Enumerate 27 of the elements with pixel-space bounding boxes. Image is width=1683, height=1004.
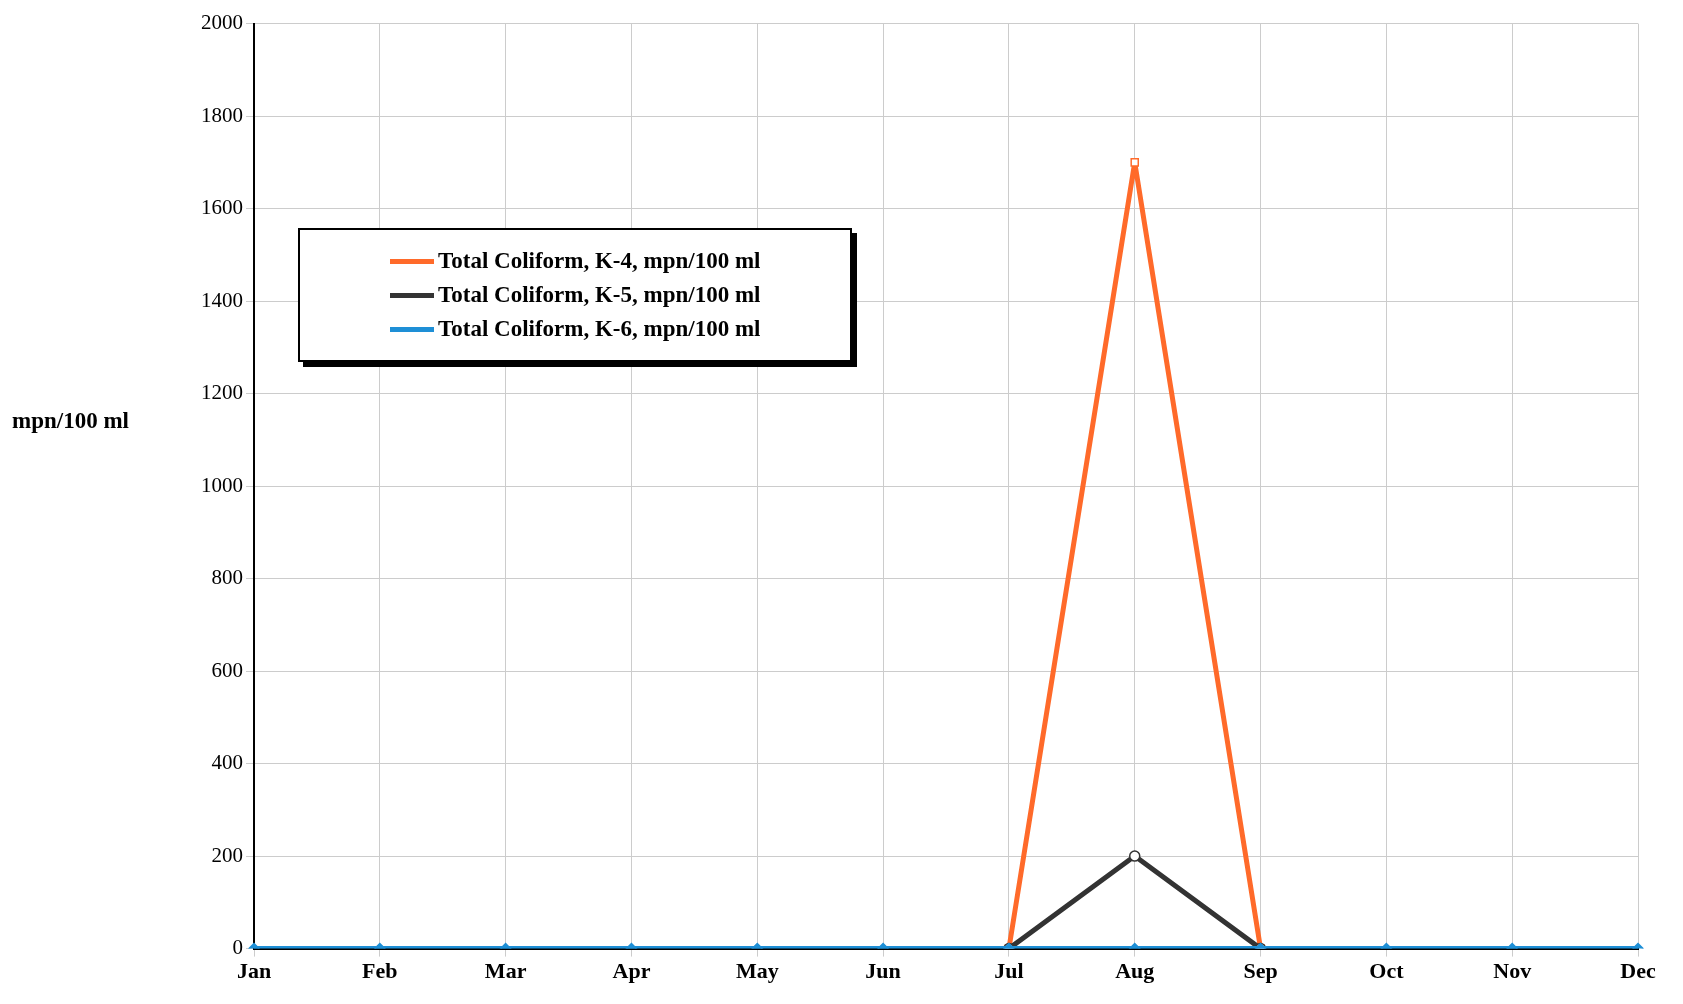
legend-label: Total Coliform, K-6, mpn/100 ml xyxy=(438,316,761,342)
y-tick-label: 1400 xyxy=(201,287,243,312)
x-tick-label: May xyxy=(735,958,779,984)
x-tick-label: Mar xyxy=(484,958,527,984)
y-tick-label: 0 xyxy=(232,935,243,960)
x-tick-label: Aug xyxy=(1115,958,1155,984)
x-tick-label: Apr xyxy=(612,958,651,984)
legend-label: Total Coliform, K-5, mpn/100 ml xyxy=(438,282,761,308)
x-tick-label: Jul xyxy=(994,958,1024,984)
x-tick-label: Oct xyxy=(1369,958,1405,984)
y-tick-label: 400 xyxy=(211,750,243,775)
x-tick-label: Jun xyxy=(865,958,901,984)
y-tick-label: 1600 xyxy=(201,195,243,220)
y-tick-label: 800 xyxy=(211,565,243,590)
y-tick-label: 600 xyxy=(211,657,243,682)
x-tick-label: Feb xyxy=(362,958,398,984)
y-tick-label: 1000 xyxy=(201,472,243,497)
x-tick-label: Jan xyxy=(236,958,272,984)
y-axis-title: mpn/100 ml xyxy=(12,408,129,434)
x-tick-label: Dec xyxy=(1620,958,1656,984)
y-tick-label: 1800 xyxy=(201,102,243,127)
x-tick-label: Sep xyxy=(1243,958,1278,984)
legend-label: Total Coliform, K-4, mpn/100 ml xyxy=(438,248,761,274)
y-tick-label: 1200 xyxy=(201,380,243,405)
x-tick-label: Nov xyxy=(1493,958,1532,984)
y-tick-label: 2000 xyxy=(201,10,243,35)
y-tick-label: 200 xyxy=(211,842,243,867)
